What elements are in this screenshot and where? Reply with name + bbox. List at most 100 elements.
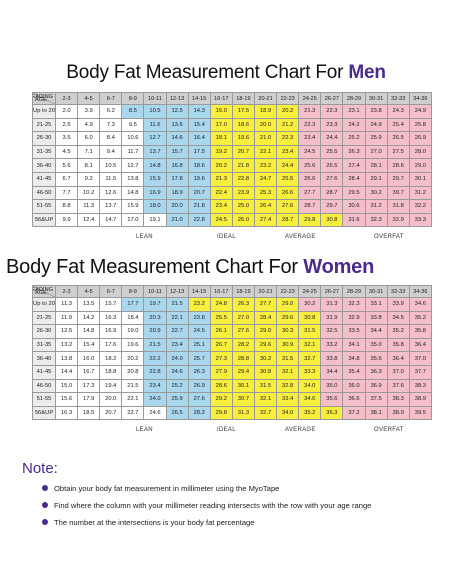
body-fat-cell: 32.2 bbox=[408, 199, 433, 214]
body-fat-cell: 22.3 bbox=[276, 131, 300, 146]
note-item: Obtain your body fat measurement in mill… bbox=[42, 484, 442, 501]
body-fat-cell: 26.3 bbox=[187, 364, 211, 380]
body-fat-cell: 35.2 bbox=[408, 310, 433, 326]
body-fat-cell: 29.0 bbox=[253, 324, 278, 339]
body-fat-cell: 34.1 bbox=[342, 337, 366, 353]
body-fat-cell: 20.9 bbox=[143, 324, 167, 339]
body-fat-cell: 36.3 bbox=[320, 405, 344, 421]
zone-overfat-label: OVERFAT bbox=[374, 427, 404, 433]
body-fat-cell: 32.3 bbox=[364, 212, 388, 228]
column-header: 28-29 bbox=[342, 285, 366, 298]
age-range-cell: 41-45 bbox=[32, 171, 56, 187]
body-fat-cell: 33.8 bbox=[364, 310, 388, 326]
body-fat-cell: 30.8 bbox=[253, 364, 278, 380]
body-fat-cell: 9.5 bbox=[121, 117, 145, 133]
body-fat-cell: 20.2 bbox=[121, 351, 145, 366]
table-row: 56&UP 9.9 12.4 14.7 17.0 19.1 21.0 22.8 24.5 26.0… bbox=[32, 212, 433, 228]
body-fat-cell: 12.7 bbox=[143, 131, 167, 146]
age-range-cell: 26-30 bbox=[32, 131, 56, 146]
body-fat-cell: 22.8 bbox=[187, 212, 211, 228]
body-fat-cell: 16.3 bbox=[54, 405, 79, 421]
body-fat-cell: 26.5 bbox=[320, 158, 344, 173]
body-fat-cell: 16.8 bbox=[165, 158, 189, 173]
body-fat-cell: 27.0 bbox=[364, 144, 388, 160]
body-fat-cell: 24.4 bbox=[276, 158, 300, 173]
body-fat-cell: 35.2 bbox=[386, 324, 410, 339]
body-fat-cell: 16.9 bbox=[99, 324, 123, 339]
body-fat-cell: 14.8 bbox=[121, 185, 145, 201]
body-fat-cell: 25.0 bbox=[231, 199, 255, 214]
body-fat-cell: 25.3 bbox=[253, 185, 278, 201]
column-header: 28-29 bbox=[342, 92, 366, 105]
column-header: 14-15 bbox=[187, 285, 211, 298]
body-fat-cell: 14.8 bbox=[143, 158, 167, 173]
body-fat-cell: 25.2 bbox=[165, 378, 189, 394]
column-header: 10-11 bbox=[143, 92, 167, 105]
body-fat-cell: 29.8 bbox=[298, 212, 322, 228]
body-fat-cell: 2.0 bbox=[54, 104, 79, 119]
body-fat-cell: 29.0 bbox=[408, 158, 433, 173]
body-fat-cell: 23.4 bbox=[276, 144, 300, 160]
body-fat-cell: 28.8 bbox=[231, 351, 255, 366]
body-fat-cell: 31.5 bbox=[276, 351, 300, 366]
body-fat-cell: 36.4 bbox=[408, 337, 433, 353]
body-fat-cell: 24.9 bbox=[408, 104, 433, 119]
body-fat-cell: 20.0 bbox=[99, 392, 123, 407]
body-fat-cell: 26.9 bbox=[187, 378, 211, 394]
body-fat-cell: 19.2 bbox=[209, 144, 233, 160]
table-row: 36-40 13.8 16.0 18.2 20.2 22.2 24.0 25.7 27.3 28.… bbox=[32, 351, 433, 366]
body-fat-cell: 13.7 bbox=[143, 144, 167, 160]
table-row: Up to 20 11.3 13.5 15.7 17.7 19.7 21.5 23.2 24.8… bbox=[32, 297, 433, 312]
body-fat-cell: 15.4 bbox=[77, 337, 101, 353]
body-fat-cell: 29.0 bbox=[276, 297, 300, 312]
column-header: 18-19 bbox=[231, 285, 255, 298]
body-fat-cell: 11.9 bbox=[54, 310, 79, 326]
body-fat-cell: 13.6 bbox=[165, 117, 189, 133]
zone-ideal-label: IDEAL bbox=[217, 234, 236, 240]
body-fat-cell: 28.6 bbox=[386, 158, 410, 173]
body-fat-cell: 22.4 bbox=[209, 185, 233, 201]
body-fat-cell: 18.6 bbox=[231, 117, 255, 133]
body-fat-cell: 32.9 bbox=[386, 212, 410, 228]
body-fat-cell: 27.4 bbox=[253, 212, 278, 228]
table-row: 31-35 13.2 15.4 17.6 19.6 21.5 23.4 25.1 26.7 28.… bbox=[32, 337, 433, 353]
body-fat-cell: 28.4 bbox=[342, 171, 366, 187]
body-fat-cell: 37.2 bbox=[342, 405, 366, 421]
women-chart-title: Body Fat Measurement Chart For Women bbox=[6, 256, 374, 279]
body-fat-cell: 37.0 bbox=[386, 364, 410, 380]
body-fat-cell: 30.9 bbox=[276, 337, 300, 353]
body-fat-cell: 29.6 bbox=[253, 337, 278, 353]
corner-reading-label: READING bbox=[34, 287, 54, 293]
men-chart-title: Body Fat Measurement Chart For Men bbox=[0, 62, 452, 84]
body-fat-cell: 25.6 bbox=[298, 158, 322, 173]
body-fat-cell: 2.5 bbox=[54, 117, 79, 133]
body-fat-cell: 22.1 bbox=[165, 310, 189, 326]
bullet-icon bbox=[42, 519, 48, 525]
age-range-cell: 56&UP bbox=[32, 405, 56, 421]
women-body-fat-table: READINGAGE2-34-56-78-910-1112-1314-1516-… bbox=[32, 285, 433, 421]
body-fat-cell: 34.6 bbox=[298, 392, 322, 407]
body-fat-cell: 10.5 bbox=[143, 104, 167, 119]
body-fat-cell: 30.8 bbox=[320, 212, 344, 228]
body-fat-cell: 15.7 bbox=[165, 144, 189, 160]
note-text: Find where the column with your millimet… bbox=[54, 501, 372, 510]
note-text: Obtain your body fat measurement in mill… bbox=[54, 484, 280, 493]
body-fat-cell: 25.9 bbox=[364, 131, 388, 146]
body-fat-cell: 25.9 bbox=[165, 392, 189, 407]
body-fat-cell: 3.9 bbox=[77, 104, 101, 119]
body-fat-cell: 23.1 bbox=[342, 104, 366, 119]
column-header: 30-31 bbox=[364, 285, 388, 298]
body-fat-cell: 5.6 bbox=[54, 158, 79, 173]
body-fat-cell: 16.9 bbox=[143, 185, 167, 201]
table-row: 21-25 11.9 14.2 16.3 18.4 20.3 22.1 23.8 25.5 27.… bbox=[32, 310, 433, 326]
column-header: 20-21 bbox=[253, 92, 278, 105]
age-range-cell: Up to 20 bbox=[32, 104, 56, 119]
age-range-cell: 56&UP bbox=[32, 212, 56, 228]
body-fat-cell: 20.7 bbox=[231, 144, 255, 160]
body-fat-cell: 34.6 bbox=[408, 297, 433, 312]
body-fat-cell: 12.6 bbox=[99, 185, 123, 201]
body-fat-cell: 33.5 bbox=[342, 324, 366, 339]
body-fat-cell: 15.0 bbox=[54, 378, 79, 394]
body-fat-cell: 17.3 bbox=[77, 378, 101, 394]
women-zone-legend: LEAN IDEAL AVERAGE OVERFAT bbox=[32, 427, 432, 437]
